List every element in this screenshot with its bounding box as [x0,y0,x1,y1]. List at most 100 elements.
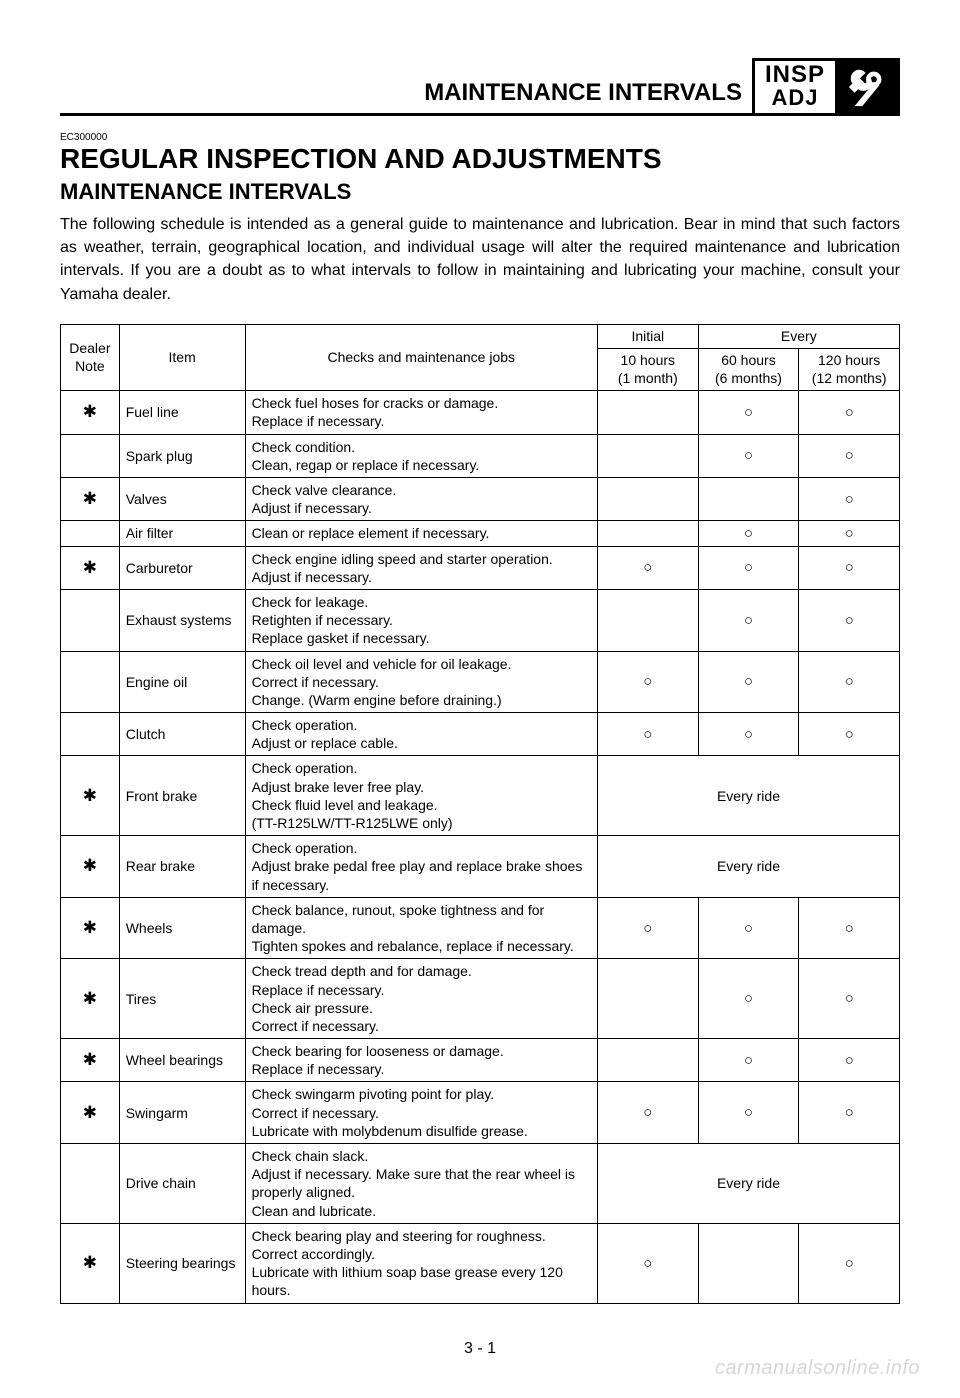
cell-interval-mark: ○ [597,651,698,713]
cell-interval-mark: ○ [698,1039,799,1082]
watermark: carmanualsonline.info [715,1357,920,1380]
cell-checks: Check bearing play and steering for roug… [245,1223,597,1303]
th-10h-a: 10 hours [621,352,675,368]
cell-item: Spark plug [119,434,245,477]
cell-item: Valves [119,478,245,521]
cell-dealer-note: ✱ [61,1223,120,1303]
cell-dealer-note: ✱ [61,897,120,959]
insp-adj-box: INSP ADJ [752,58,838,113]
cell-interval-mark: ○ [597,897,698,959]
cell-interval-mark: ○ [698,651,799,713]
th-120h-a: 120 hours [818,352,880,368]
table-row: ✱Wheel bearingsCheck bearing for loosene… [61,1039,900,1082]
th-every: Every [698,324,899,349]
table-row: ✱ValvesCheck valve clearance. Adjust if … [61,478,900,521]
cell-checks: Check bearing for looseness or damage. R… [245,1039,597,1082]
cell-checks: Check operation. Adjust brake lever free… [245,756,597,836]
wrench-icon [838,58,900,113]
cell-item: Rear brake [119,836,245,898]
cell-checks: Check chain slack. Adjust if necessary. … [245,1144,597,1224]
page-header: MAINTENANCE INTERVALS INSP ADJ [60,58,900,116]
intro-paragraph: The following schedule is intended as a … [60,213,900,306]
cell-interval-mark: ○ [597,546,698,589]
cell-dealer-note [61,434,120,477]
th-10h: 10 hours (1 month) [597,349,698,391]
cell-checks: Check valve clearance. Adjust if necessa… [245,478,597,521]
cell-item: Clutch [119,713,245,756]
cell-checks: Check for leakage. Retighten if necessar… [245,589,597,651]
table-row: ✱CarburetorCheck engine idling speed and… [61,546,900,589]
cell-item: Steering bearings [119,1223,245,1303]
header-title: MAINTENANCE INTERVALS [424,58,752,113]
table-row: ✱TiresCheck tread depth and for damage. … [61,959,900,1039]
cell-interval-mark: ○ [799,959,900,1039]
cell-interval-mark: ○ [698,521,799,546]
cell-checks: Clean or replace element if necessary. [245,521,597,546]
cell-interval-mark: ○ [799,1082,900,1144]
cell-checks: Check operation. Adjust brake pedal free… [245,836,597,898]
cell-dealer-note [61,521,120,546]
cell-dealer-note: ✱ [61,836,120,898]
cell-item: Swingarm [119,1082,245,1144]
cell-interval-mark [597,478,698,521]
table-row: ClutchCheck operation. Adjust or replace… [61,713,900,756]
cell-dealer-note: ✱ [61,756,120,836]
cell-interval-mark: ○ [597,1223,698,1303]
table-row: Drive chainCheck chain slack. Adjust if … [61,1144,900,1224]
cell-dealer-note [61,651,120,713]
cell-interval-mark: ○ [799,1039,900,1082]
cell-interval-mark [597,434,698,477]
cell-item: Wheel bearings [119,1039,245,1082]
cell-interval-mark [597,1039,698,1082]
cell-interval-mark: ○ [698,546,799,589]
cell-interval-mark [698,1223,799,1303]
table-row: ✱Rear brakeCheck operation. Adjust brake… [61,836,900,898]
cell-item: Engine oil [119,651,245,713]
th-120h-b: (12 months) [812,370,887,386]
cell-checks: Check oil level and vehicle for oil leak… [245,651,597,713]
th-60h: 60 hours (6 months) [698,349,799,391]
cell-dealer-note: ✱ [61,1082,120,1144]
page-number: 3 - 1 [60,1340,900,1358]
cell-item: Drive chain [119,1144,245,1224]
cell-checks: Check balance, runout, spoke tightness a… [245,897,597,959]
cell-interval-mark [597,391,698,434]
cell-interval-mark: ○ [799,521,900,546]
cell-every-ride: Every ride [597,1144,899,1224]
th-60h-a: 60 hours [721,352,775,368]
cell-every-ride: Every ride [597,756,899,836]
th-dealer-note: Dealer Note [61,324,120,391]
cell-checks: Check swingarm pivoting point for play. … [245,1082,597,1144]
cell-item: Carburetor [119,546,245,589]
cell-interval-mark: ○ [698,434,799,477]
cell-interval-mark: ○ [597,1082,698,1144]
insp-line2: ADJ [771,87,818,109]
cell-interval-mark [597,589,698,651]
subsection-title: MAINTENANCE INTERVALS [60,179,900,205]
cell-item: Wheels [119,897,245,959]
cell-dealer-note [61,1144,120,1224]
cell-interval-mark: ○ [799,897,900,959]
cell-item: Fuel line [119,391,245,434]
cell-dealer-note: ✱ [61,546,120,589]
cell-checks: Check operation. Adjust or replace cable… [245,713,597,756]
table-row: Engine oilCheck oil level and vehicle fo… [61,651,900,713]
cell-interval-mark: ○ [799,651,900,713]
th-10h-b: (1 month) [618,370,678,386]
table-body: ✱Fuel lineCheck fuel hoses for cracks or… [61,391,900,1303]
table-row: ✱Fuel lineCheck fuel hoses for cracks or… [61,391,900,434]
cell-dealer-note [61,713,120,756]
th-checks: Checks and maintenance jobs [245,324,597,391]
section-title: REGULAR INSPECTION AND ADJUSTMENTS [60,143,900,175]
cell-dealer-note: ✱ [61,391,120,434]
table-row: Exhaust systemsCheck for leakage. Retigh… [61,589,900,651]
cell-interval-mark: ○ [799,589,900,651]
cell-interval-mark: ○ [597,713,698,756]
cell-interval-mark [597,959,698,1039]
cell-interval-mark [597,521,698,546]
cell-checks: Check tread depth and for damage. Replac… [245,959,597,1039]
table-row: Air filterClean or replace element if ne… [61,521,900,546]
cell-dealer-note: ✱ [61,1039,120,1082]
insp-line1: INSP [765,63,825,87]
cell-dealer-note: ✱ [61,478,120,521]
